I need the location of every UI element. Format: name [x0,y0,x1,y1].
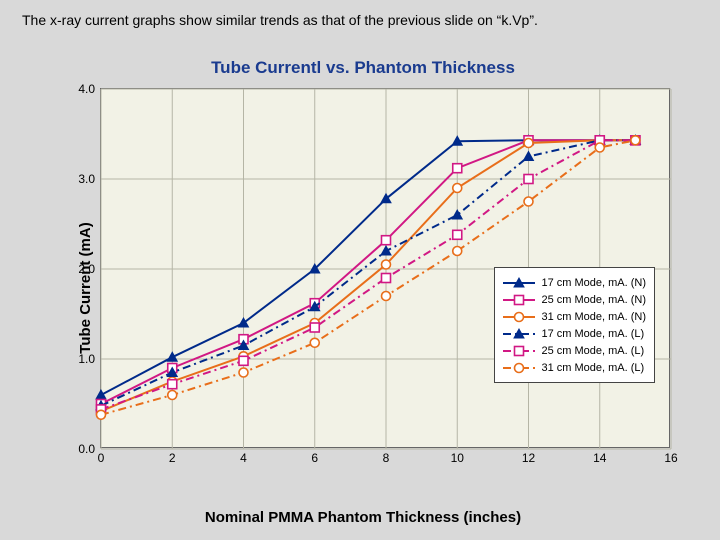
x-tick: 10 [451,451,464,465]
legend-label: 31 cm Mode, mA. (L) [541,362,644,374]
legend-swatch [503,310,535,324]
legend-item: 31 cm Mode, mA. (N) [503,308,646,325]
page-caption: The x-ray current graphs show similar tr… [22,12,538,28]
legend-label: 17 cm Mode, mA. (L) [541,328,644,340]
chart: Tube Currentl vs. Phantom Thickness Tube… [38,58,688,518]
legend-item: 31 cm Mode, mA. (L) [503,359,646,376]
legend-swatch [503,361,535,375]
y-tick: 1.0 [78,352,95,366]
legend-swatch [503,327,535,341]
x-tick: 12 [522,451,535,465]
legend-item: 17 cm Mode, mA. (N) [503,274,646,291]
legend-item: 25 cm Mode, mA. (L) [503,342,646,359]
legend-item: 17 cm Mode, mA. (L) [503,325,646,342]
y-tick: 2.0 [78,262,95,276]
legend-label: 17 cm Mode, mA. (N) [541,277,646,289]
x-tick: 6 [311,451,318,465]
chart-title: Tube Currentl vs. Phantom Thickness [38,58,688,78]
y-tick: 3.0 [78,172,95,186]
legend-label: 25 cm Mode, mA. (N) [541,294,646,306]
legend-label: 31 cm Mode, mA. (N) [541,311,646,323]
x-tick: 0 [98,451,105,465]
y-tick: 0.0 [78,442,95,456]
x-tick: 2 [169,451,176,465]
legend-item: 25 cm Mode, mA. (N) [503,291,646,308]
x-tick: 4 [240,451,247,465]
x-axis-label: Nominal PMMA Phantom Thickness (inches) [38,509,688,526]
legend-label: 25 cm Mode, mA. (L) [541,345,644,357]
legend-swatch [503,344,535,358]
legend: 17 cm Mode, mA. (N) 25 cm Mode, mA. (N) 31… [494,267,655,383]
x-tick: 14 [593,451,606,465]
plot-area: 17 cm Mode, mA. (N) 25 cm Mode, mA. (N) 31… [100,88,670,448]
y-axis-label: Tube Current (mA) [77,222,94,353]
y-tick: 4.0 [78,82,95,96]
legend-swatch [503,276,535,290]
x-tick: 8 [383,451,390,465]
legend-swatch [503,293,535,307]
x-tick: 16 [664,451,677,465]
